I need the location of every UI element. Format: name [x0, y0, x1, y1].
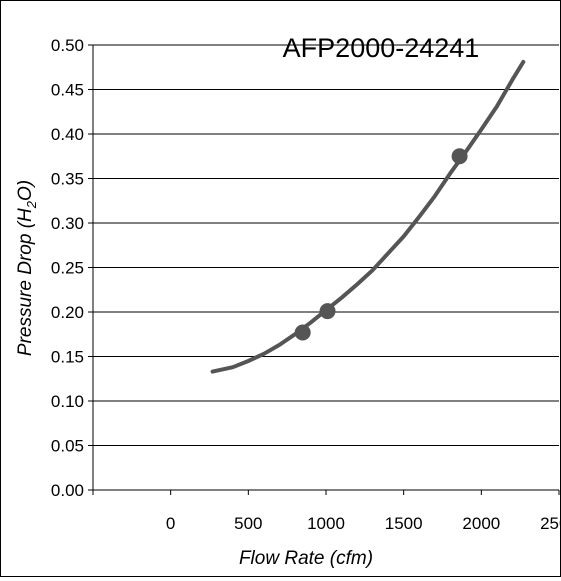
y-tick-label: 0.50	[51, 36, 84, 55]
chart-title: AFP2000-24241	[283, 33, 480, 63]
x-tick-label: 1000	[307, 514, 345, 533]
x-tick-label: 1500	[385, 514, 423, 533]
y-tick-label: 0.00	[51, 481, 84, 500]
y-tick-labels: 0.00 0.05 0.10 0.15 0.20 0.25 0.30 0.35 0.40 0.45…	[51, 36, 84, 500]
y-tick-label: 0.15	[51, 348, 84, 367]
y-axis-label-subscript: 2	[24, 200, 39, 209]
y-tick-label: 0.35	[51, 170, 84, 189]
y-tick-label: 0.30	[51, 214, 84, 233]
data-point	[451, 148, 468, 165]
x-tick-label: 2500	[540, 514, 560, 533]
y-tick-label: 0.10	[51, 392, 84, 411]
y-tick-label: 0.20	[51, 303, 84, 322]
x-tick-label: 0	[166, 514, 175, 533]
x-tick-labels: 0 500 1000 1500 2000 2500	[166, 514, 561, 533]
series-line	[210, 59, 526, 374]
axes	[92, 45, 559, 491]
x-axis-label: Flow Rate (cfm)	[239, 548, 373, 569]
y-tick-label: 0.40	[51, 125, 84, 144]
gridlines	[88, 44, 560, 495]
x-tick-label: 2000	[462, 514, 500, 533]
y-axis-label-main: Pressure Drop (H	[15, 208, 36, 356]
data-point	[294, 324, 311, 341]
y-tick-label: 0.05	[51, 437, 84, 456]
y-tick-label: 0.45	[51, 81, 84, 100]
x-tick-label: 500	[234, 514, 262, 533]
data-point	[319, 303, 336, 320]
y-tick-label: 0.25	[51, 259, 84, 278]
series-layer	[210, 59, 526, 374]
y-axis-label: Pressure Drop (H2O)	[15, 180, 39, 356]
y-axis-label-end: O)	[15, 180, 36, 201]
